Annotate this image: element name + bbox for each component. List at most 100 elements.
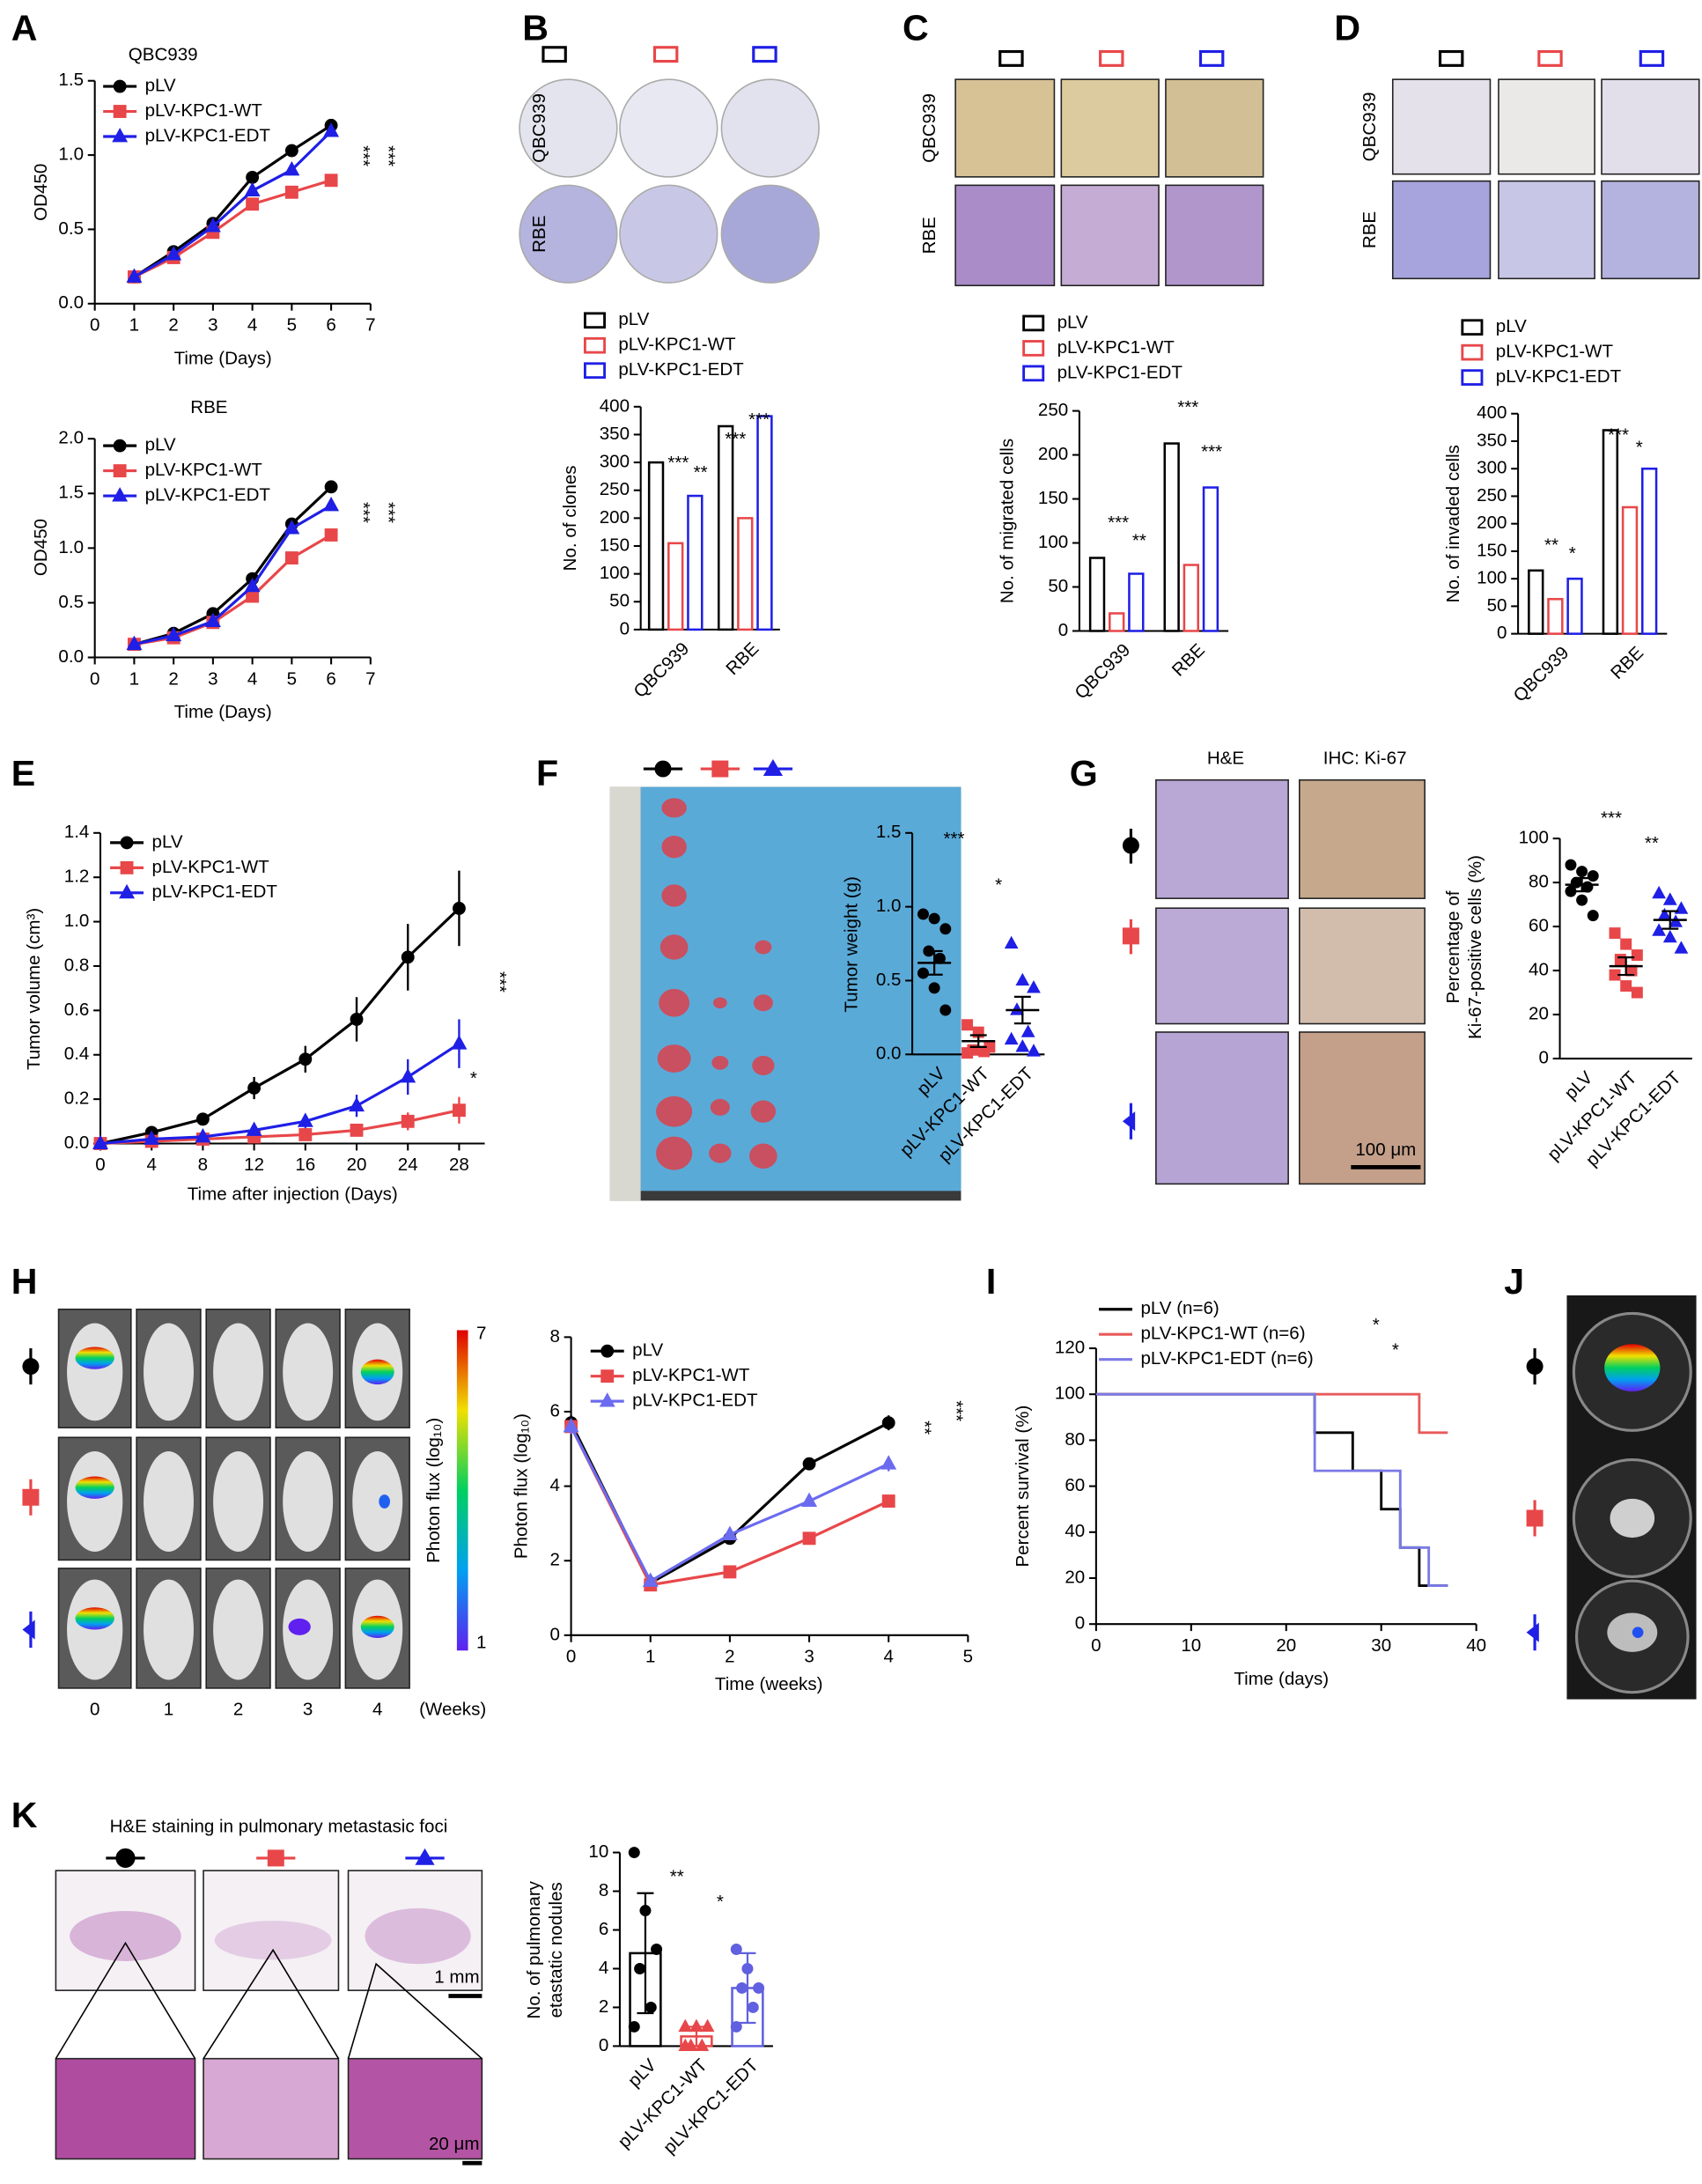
legend-label: pLV-KPC1-EDT <box>145 125 271 145</box>
photo <box>1391 180 1492 280</box>
legend-label: pLV (n=6) <box>1140 1298 1219 1318</box>
x-tick-label: 2 <box>168 315 178 336</box>
y-tick-label: 400 <box>1477 402 1507 423</box>
legend-label: pLV-KPC1-EDT <box>1057 362 1183 382</box>
week-label: 3 <box>303 1700 313 1720</box>
significance: ** <box>914 1420 934 1435</box>
survival-curve <box>1095 1392 1448 1435</box>
significance: *** <box>1108 513 1129 533</box>
panel-g-photos: H&E IHC: Ki-67 100 μm <box>1122 748 1426 1185</box>
marker <box>246 197 260 211</box>
y-tick-label: 40 <box>1065 1521 1085 1541</box>
legend-marker <box>113 439 127 453</box>
row-label: RBE <box>919 217 939 254</box>
panel-letter: B <box>522 8 549 48</box>
marker <box>246 589 260 603</box>
marker <box>144 1130 160 1145</box>
x-tick-label: pLV-KPC1-EDT <box>659 2055 763 2158</box>
y-tick-label: 1.5 <box>58 70 84 90</box>
y-tick-label: 0.4 <box>64 1044 90 1064</box>
y-tick-label: 20 <box>1529 1003 1549 1023</box>
y-tick-label: 80 <box>1529 872 1549 892</box>
point <box>651 1944 663 1955</box>
marker <box>880 1455 897 1470</box>
legend-label: pLV-KPC1-WT (n=6) <box>1140 1324 1305 1344</box>
legend-label: pLV-KPC1-EDT <box>632 1391 758 1411</box>
panel-h-photos: 7 1 Photon flux (log₁₀) 0 1 2 3 4 (Weeks… <box>22 1308 486 1720</box>
panel-letter: J <box>1504 1261 1524 1302</box>
legend-label: pLV-KPC1-WT <box>1057 337 1175 358</box>
y-tick-label: 0.0 <box>58 646 84 667</box>
photo <box>1498 78 1595 175</box>
point <box>1620 938 1632 950</box>
legend-swatch <box>583 362 606 380</box>
x-tick-label: 4 <box>247 668 257 689</box>
x-tick-label: 24 <box>398 1155 418 1175</box>
significance: *** <box>944 829 965 849</box>
point <box>1631 949 1643 962</box>
x-tick-label: 2 <box>168 668 178 689</box>
legend-swatch <box>1461 319 1484 336</box>
scale-label: 1 mm <box>434 1966 479 1987</box>
panel-b-photos: QBC939 RBE <box>519 46 820 284</box>
x-tick-label: 0 <box>90 668 99 689</box>
scale-label: 20 μm <box>429 2134 480 2154</box>
series-line <box>570 1426 889 1587</box>
x-tick-label: pLV <box>624 2055 660 2091</box>
panel-letter: K <box>11 1795 38 1835</box>
x-tick-label: 8 <box>198 1155 208 1175</box>
marker <box>298 1052 313 1066</box>
y-tick-label: 10 <box>588 1841 608 1862</box>
point <box>1015 972 1030 986</box>
y-tick-label: 0.6 <box>64 1000 90 1020</box>
y-tick-label: 1.2 <box>64 867 90 887</box>
point <box>1652 885 1666 899</box>
x-tick-label: 20 <box>347 1155 367 1175</box>
photo <box>640 786 962 1192</box>
y-tick-label: 0 <box>1058 620 1068 640</box>
panel-k-photos: H&E staining in pulmonary metastasic foc… <box>55 1817 483 2166</box>
point <box>962 1019 974 1031</box>
marker <box>204 612 221 627</box>
y-axis-label: Percent survival (%) <box>1013 1406 1033 1568</box>
x-tick-label: RBE <box>1607 643 1647 683</box>
legend-marker <box>112 128 129 143</box>
marker <box>297 1112 313 1127</box>
significance: *** <box>748 410 770 430</box>
panel-c-photos: QBC939 RBE <box>919 49 1264 287</box>
significance: ** <box>670 1866 684 1886</box>
legend-label: pLV <box>152 831 183 852</box>
marker <box>284 551 298 564</box>
y-tick-label: 1.0 <box>58 144 84 165</box>
significance: * <box>1392 1340 1399 1361</box>
marker <box>244 577 261 593</box>
point <box>700 2018 715 2033</box>
y-tick-label: 0 <box>620 618 630 638</box>
significance: *** <box>490 971 510 992</box>
x-tick-label: 2 <box>725 1647 734 1667</box>
bar <box>717 424 734 631</box>
significance: * <box>470 1068 477 1088</box>
y-tick-label: 0 <box>1538 1047 1548 1067</box>
legend-marker <box>119 883 136 899</box>
significance: *** <box>353 502 373 523</box>
series-line <box>133 129 333 278</box>
point <box>1565 859 1577 871</box>
point <box>753 1981 765 1994</box>
legend-marker <box>113 464 127 478</box>
bar <box>1640 467 1658 635</box>
marker <box>452 902 466 915</box>
tumors <box>656 798 777 1170</box>
significance: *** <box>1608 424 1629 445</box>
y-tick-label: 8 <box>550 1326 560 1347</box>
y-tick-label: 150 <box>600 535 630 555</box>
marker <box>350 1013 364 1026</box>
marker <box>451 1035 468 1050</box>
bar <box>1128 572 1145 632</box>
y-tick-label: 0 <box>1075 1613 1085 1634</box>
photo <box>1601 78 1700 175</box>
marker <box>247 1081 262 1095</box>
marker <box>801 1492 818 1507</box>
plate <box>720 184 820 284</box>
y-tick-label: 100 <box>1519 828 1549 848</box>
